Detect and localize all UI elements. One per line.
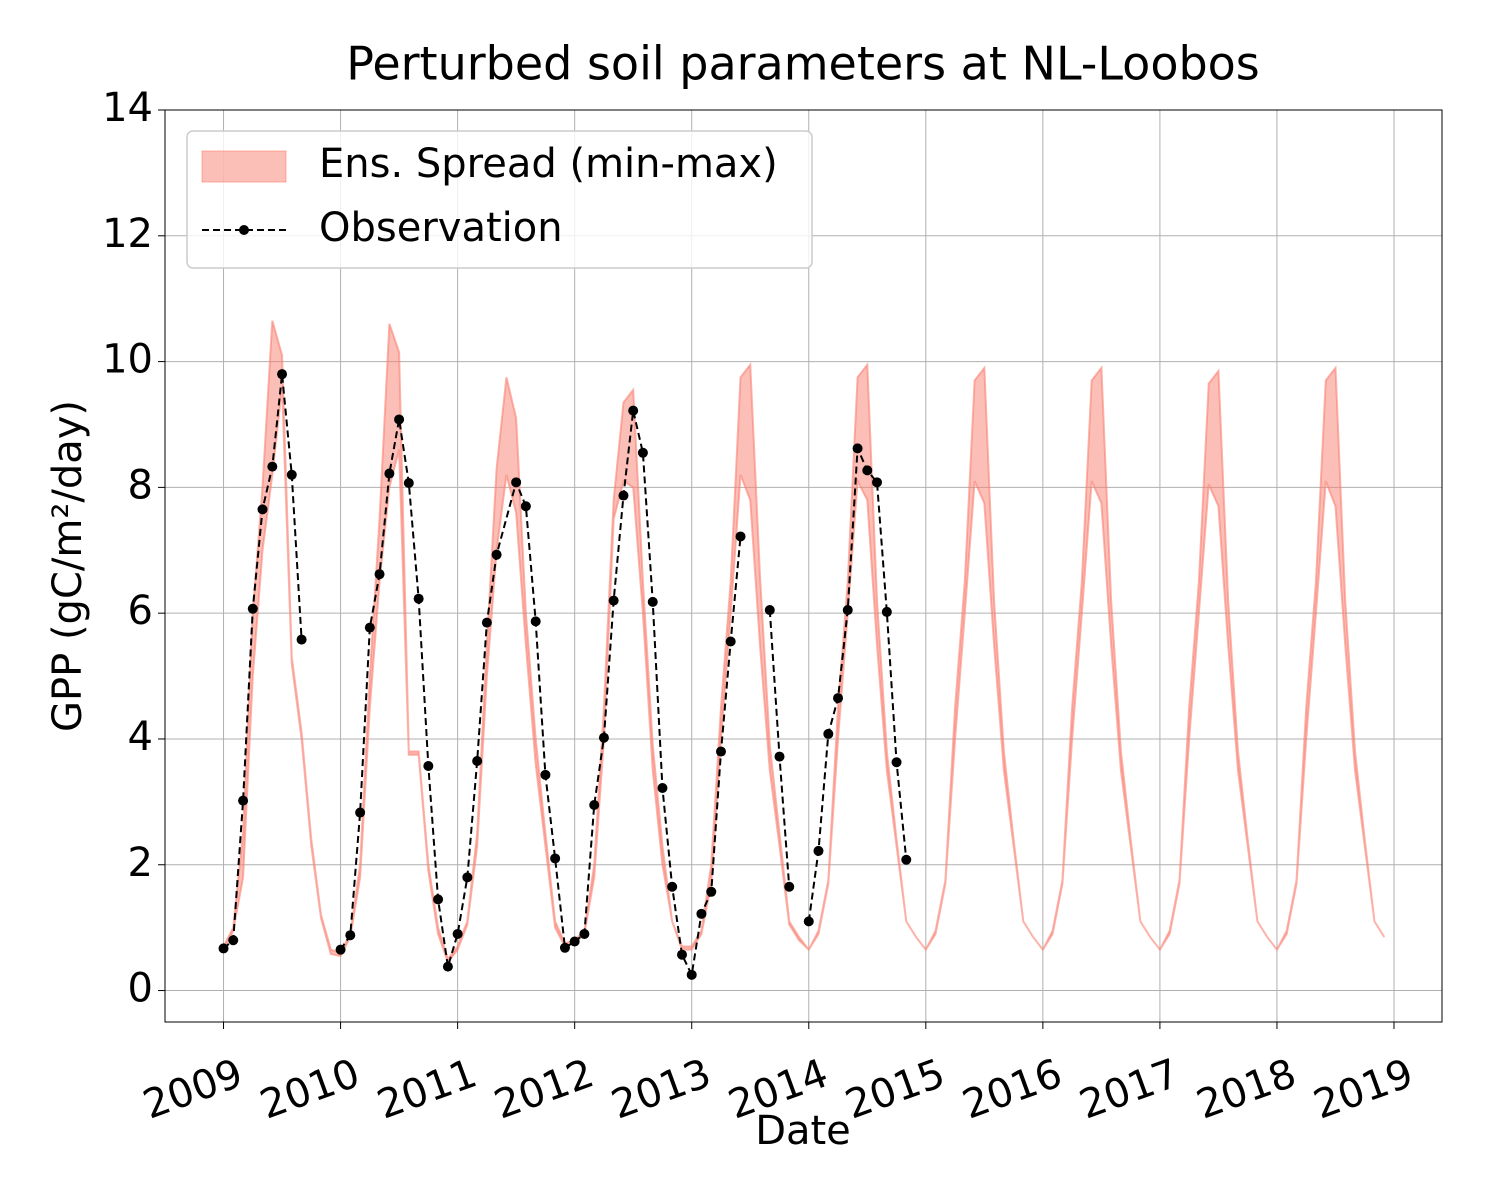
observation-point	[598, 732, 609, 743]
y-tick-label: 14	[102, 85, 153, 131]
observation-point	[735, 531, 746, 542]
observation-point	[833, 693, 844, 704]
observation-point	[628, 405, 639, 416]
observation-point	[706, 886, 717, 897]
observation-point	[384, 468, 395, 479]
observation-point	[715, 746, 726, 757]
legend-swatch	[201, 150, 287, 183]
observation-point	[374, 569, 385, 580]
observation-point	[530, 616, 541, 627]
observation-point	[667, 881, 678, 892]
observation-point	[618, 490, 629, 501]
observation-point	[774, 751, 785, 762]
observation-point	[891, 757, 902, 768]
observation-point	[238, 795, 249, 806]
observation-point	[247, 603, 258, 614]
observation-point	[540, 769, 551, 780]
observation-point	[852, 443, 863, 454]
observation-point	[452, 928, 463, 939]
observation-point	[472, 755, 483, 766]
observation-point	[842, 605, 853, 616]
observation-point	[442, 961, 453, 972]
observation-point	[520, 501, 531, 512]
observation-point	[267, 461, 278, 472]
y-tick-label: 6	[128, 588, 153, 634]
observation-point	[677, 949, 688, 960]
legend-swatch-marker	[239, 225, 249, 235]
observation-point	[803, 916, 814, 927]
y-tick-label: 0	[128, 966, 153, 1012]
y-tick-label: 8	[128, 462, 153, 508]
observation-point	[764, 605, 775, 616]
observation-point	[637, 447, 648, 458]
observation-point	[491, 549, 502, 560]
legend-frame	[186, 130, 813, 269]
observation-point	[462, 872, 473, 883]
legend-label: Ens. Spread (min-max)	[319, 141, 778, 187]
legend: Ens. Spread (min-max) Observation	[186, 130, 813, 269]
observation-point	[511, 477, 522, 488]
observation-point	[559, 942, 570, 953]
observation-point	[413, 593, 424, 604]
observation-point	[657, 783, 668, 794]
observation-point	[823, 728, 834, 739]
y-tick-label: 12	[102, 211, 153, 257]
observation-point	[862, 465, 873, 476]
observation-point	[218, 943, 229, 954]
observation-point	[481, 617, 492, 628]
observation-point	[813, 845, 824, 856]
legend-label: Observation	[319, 205, 563, 251]
observation-point	[608, 595, 619, 606]
observation-point	[257, 504, 268, 515]
observation-point	[872, 477, 883, 488]
plot-frame	[164, 109, 1443, 1023]
x-axis-label: Date	[755, 1108, 851, 1154]
observation-point	[550, 853, 561, 864]
y-axis-label: GPP (gC/m²/day)	[45, 400, 91, 732]
observation-point	[696, 908, 707, 919]
observation-point	[345, 930, 356, 941]
chart-title: Perturbed soil parameters at NL-Loobos	[346, 37, 1260, 91]
observation-point	[403, 477, 414, 488]
observation-point	[355, 807, 366, 818]
observation-point	[725, 636, 736, 647]
observation-point	[423, 761, 434, 772]
observation-point	[433, 894, 444, 905]
y-tick-label: 4	[128, 714, 153, 760]
observation-point	[228, 935, 239, 946]
observation-point	[277, 369, 288, 380]
observation-point	[364, 622, 375, 633]
observation-point	[394, 414, 405, 425]
observation-point	[881, 606, 892, 617]
observation-point	[784, 881, 795, 892]
observation-point	[286, 469, 297, 480]
observation-point	[335, 944, 346, 955]
observation-point	[686, 969, 697, 980]
observation-point	[569, 936, 580, 947]
observation-point	[579, 928, 590, 939]
observation-point	[647, 596, 658, 607]
observation-point	[296, 634, 307, 645]
observation-point	[589, 800, 600, 811]
observation-point	[901, 854, 912, 865]
y-tick-label: 10	[102, 337, 153, 383]
y-tick-label: 2	[128, 840, 153, 886]
